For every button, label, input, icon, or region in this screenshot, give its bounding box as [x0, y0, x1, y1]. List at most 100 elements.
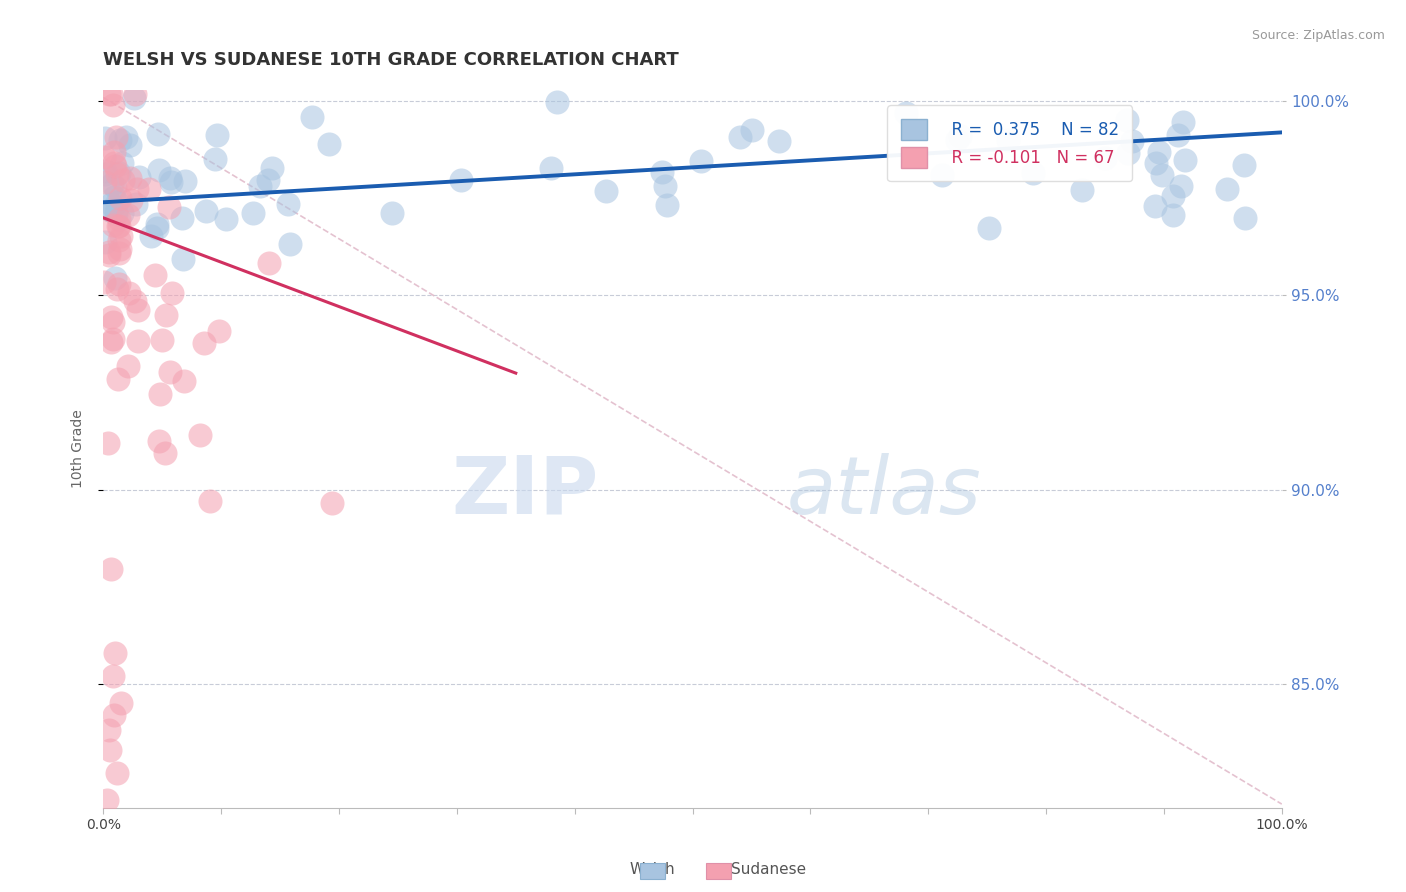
Text: Welsh: Welsh — [630, 863, 675, 877]
Point — [173, 174, 195, 188]
Point — [655, 198, 678, 212]
Point — [193, 336, 215, 351]
Point — [101, 669, 124, 683]
Point — [1070, 183, 1092, 197]
Point — [949, 128, 972, 143]
Point — [257, 172, 280, 186]
Point — [321, 495, 343, 509]
Text: Source: ZipAtlas.com: Source: ZipAtlas.com — [1251, 29, 1385, 42]
Point — [93, 276, 115, 290]
Point — [1167, 128, 1189, 142]
Point — [1163, 209, 1185, 223]
Point — [117, 359, 139, 373]
Point — [98, 743, 121, 757]
Point — [146, 127, 169, 141]
Point — [128, 169, 150, 184]
Point — [159, 175, 181, 189]
Point — [104, 207, 127, 221]
Point — [148, 163, 170, 178]
Point — [118, 138, 141, 153]
Point — [108, 191, 131, 205]
Point — [146, 217, 169, 231]
Point — [278, 236, 301, 251]
Point — [104, 203, 127, 218]
Point — [277, 196, 299, 211]
Point — [101, 218, 124, 232]
Point — [118, 285, 141, 300]
Point — [979, 221, 1001, 235]
Point — [101, 177, 124, 191]
Point — [249, 179, 271, 194]
Point — [138, 182, 160, 196]
Point — [159, 365, 181, 379]
Point — [1115, 113, 1137, 128]
Point — [139, 229, 162, 244]
Point — [1116, 146, 1139, 161]
Point — [242, 206, 264, 220]
Point — [689, 154, 711, 169]
Point — [1174, 153, 1197, 167]
Point — [728, 130, 751, 145]
Point — [1094, 151, 1116, 165]
Point — [651, 165, 673, 179]
Point — [741, 123, 763, 137]
Point — [105, 167, 128, 181]
Point — [207, 128, 229, 142]
Point — [93, 150, 115, 164]
Point — [98, 203, 121, 218]
Point — [103, 156, 125, 170]
Point — [153, 446, 176, 460]
Point — [1121, 134, 1143, 148]
Point — [111, 206, 134, 220]
Point — [1233, 211, 1256, 225]
Point — [108, 219, 131, 233]
Point — [111, 156, 134, 170]
Text: atlas: atlas — [787, 453, 981, 531]
Point — [768, 134, 790, 148]
Point — [301, 110, 323, 124]
Point — [98, 248, 121, 262]
Point — [108, 245, 131, 260]
Point — [118, 171, 141, 186]
Point — [208, 324, 231, 338]
Point — [188, 428, 211, 442]
Point — [1170, 179, 1192, 194]
Point — [98, 87, 121, 101]
Point — [1143, 198, 1166, 212]
Point — [94, 167, 117, 181]
Point — [127, 334, 149, 348]
Point — [173, 374, 195, 388]
Point — [108, 212, 131, 227]
Point — [112, 173, 135, 187]
Point — [260, 161, 283, 175]
Point — [127, 303, 149, 318]
Point — [110, 133, 132, 147]
Point — [104, 180, 127, 194]
Point — [105, 282, 128, 296]
Point — [100, 562, 122, 576]
Point — [146, 220, 169, 235]
Point — [546, 95, 568, 110]
Point — [259, 256, 281, 270]
Point — [1150, 168, 1173, 182]
Point — [1161, 189, 1184, 203]
Point — [148, 434, 170, 448]
Point — [94, 131, 117, 145]
Point — [894, 106, 917, 120]
Y-axis label: 10th Grade: 10th Grade — [72, 409, 86, 488]
Point — [149, 387, 172, 401]
Point — [103, 145, 125, 159]
Point — [108, 234, 131, 248]
Point — [104, 270, 127, 285]
Point — [145, 268, 167, 282]
Point — [1233, 158, 1256, 172]
Point — [945, 132, 967, 146]
Point — [101, 332, 124, 346]
Point — [170, 211, 193, 225]
Text: Sudanese: Sudanese — [731, 863, 806, 877]
Point — [155, 308, 177, 322]
Point — [381, 206, 404, 220]
Point — [110, 228, 132, 243]
Point — [96, 793, 118, 807]
Point — [214, 212, 236, 227]
